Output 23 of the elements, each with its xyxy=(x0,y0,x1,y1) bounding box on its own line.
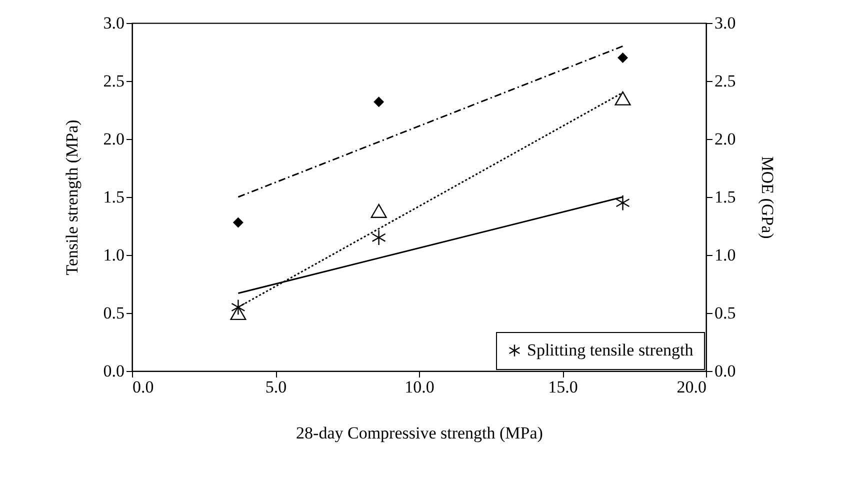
y2-axis-title: MOE (GPa) xyxy=(758,156,777,239)
y-tick-label: 1.0 xyxy=(103,246,124,264)
x-tick-label: 15.0 xyxy=(548,378,578,396)
y2-tick-label: 0.0 xyxy=(714,362,736,380)
y2-tick-label: 1.0 xyxy=(714,246,736,264)
y-tick-label: 3.0 xyxy=(103,14,124,32)
y2-tick-label: 3.0 xyxy=(714,14,736,32)
x-axis-title: 28-day Compressive strength (MPa) xyxy=(296,424,543,442)
x-tick-label: 5.0 xyxy=(265,378,287,396)
y-tick-label: 0.5 xyxy=(103,304,124,322)
x-tick-label: 10.0 xyxy=(404,378,434,396)
legend-label: Splitting tensile strength xyxy=(527,340,694,360)
x-tick-label: 20.0 xyxy=(676,378,706,396)
x-tick-label: 0.0 xyxy=(132,378,154,396)
y-tick-label: 1.5 xyxy=(103,188,124,206)
y2-tick-label: 1.5 xyxy=(714,188,736,206)
y2-tick-label: 2.0 xyxy=(714,130,736,148)
y2-tick-label: 2.5 xyxy=(714,72,736,90)
y-tick-label: 2.0 xyxy=(103,130,124,148)
y-tick-label: 2.5 xyxy=(103,72,124,90)
y-axis-title: Tensile strength (MPa) xyxy=(62,120,82,276)
y-tick-label: 0.0 xyxy=(103,362,124,380)
y2-tick-label: 0.5 xyxy=(714,304,736,322)
